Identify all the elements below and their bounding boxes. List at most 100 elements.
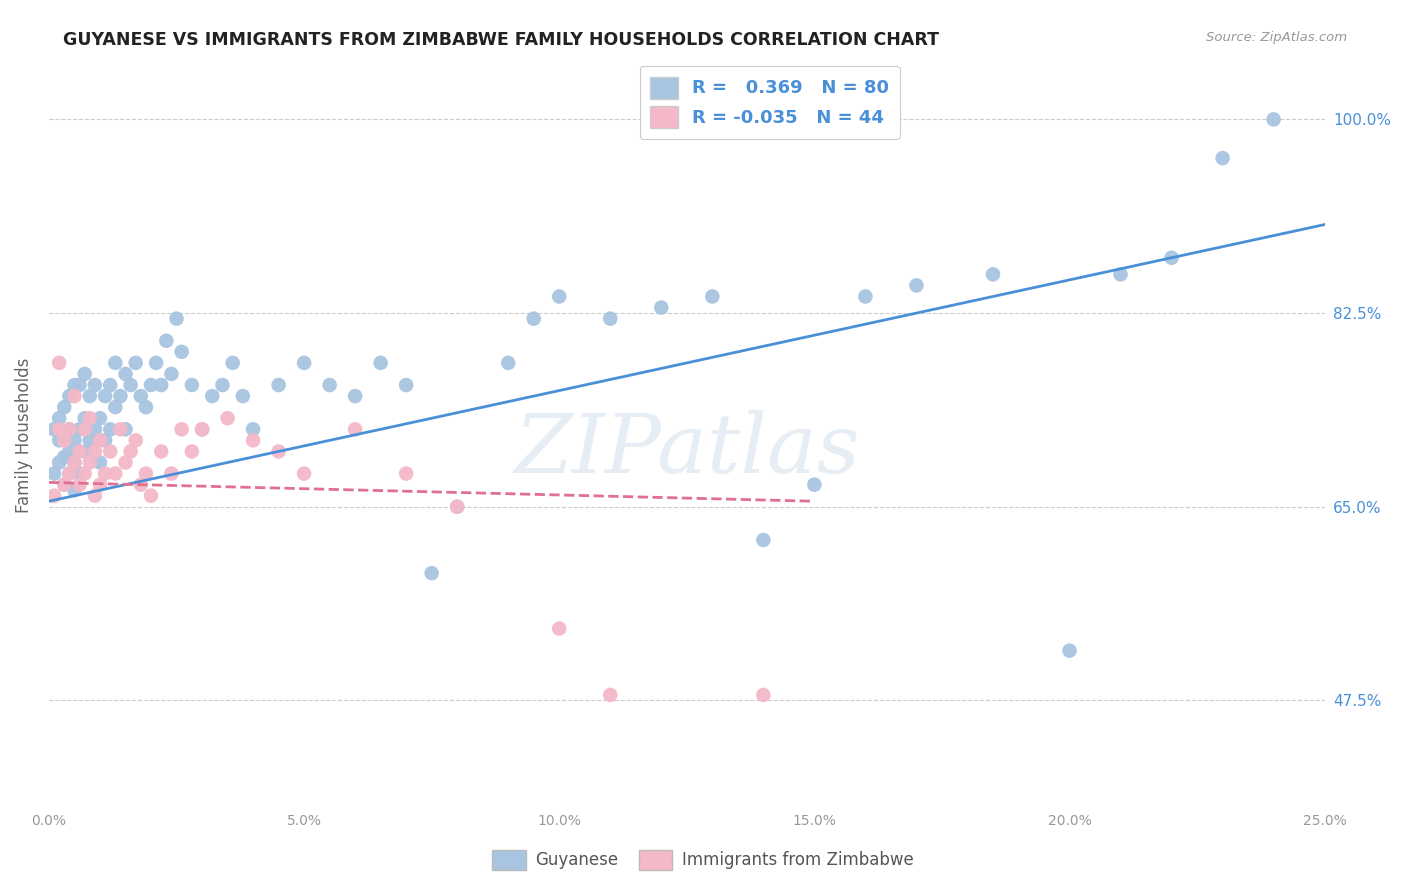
Point <box>94 389 117 403</box>
Point <box>145 356 167 370</box>
Point <box>1160 251 1182 265</box>
Point <box>446 500 468 514</box>
Point <box>125 434 148 448</box>
Point <box>79 389 101 403</box>
Point <box>53 427 76 442</box>
Point <box>114 456 136 470</box>
Point <box>129 389 152 403</box>
Legend: Guyanese, Immigrants from Zimbabwe: Guyanese, Immigrants from Zimbabwe <box>485 843 921 877</box>
Point <box>104 356 127 370</box>
Point <box>104 467 127 481</box>
Point <box>1212 151 1234 165</box>
Point <box>63 456 86 470</box>
Point <box>53 434 76 448</box>
Point <box>58 467 80 481</box>
Point <box>548 622 571 636</box>
Point <box>217 411 239 425</box>
Point <box>496 356 519 370</box>
Point <box>160 467 183 481</box>
Point <box>83 489 105 503</box>
Point <box>63 456 86 470</box>
Point <box>69 378 91 392</box>
Point <box>42 467 65 481</box>
Point <box>232 389 254 403</box>
Point <box>650 301 672 315</box>
Point <box>63 483 86 498</box>
Point <box>855 289 877 303</box>
Point <box>58 422 80 436</box>
Point <box>395 378 418 392</box>
Point <box>89 434 111 448</box>
Point <box>318 378 340 392</box>
Point <box>48 422 70 436</box>
Point <box>267 378 290 392</box>
Point <box>42 489 65 503</box>
Point <box>73 367 96 381</box>
Point <box>221 356 243 370</box>
Point <box>1109 268 1132 282</box>
Text: GUYANESE VS IMMIGRANTS FROM ZIMBABWE FAMILY HOUSEHOLDS CORRELATION CHART: GUYANESE VS IMMIGRANTS FROM ZIMBABWE FAM… <box>63 31 939 49</box>
Point <box>94 434 117 448</box>
Point <box>370 356 392 370</box>
Point <box>42 422 65 436</box>
Point <box>752 533 775 547</box>
Point <box>110 422 132 436</box>
Point <box>155 334 177 348</box>
Point <box>344 389 367 403</box>
Point <box>395 467 418 481</box>
Point <box>180 378 202 392</box>
Point <box>73 467 96 481</box>
Point <box>114 367 136 381</box>
Point <box>170 344 193 359</box>
Point <box>446 500 468 514</box>
Point <box>63 389 86 403</box>
Point <box>98 444 121 458</box>
Point <box>702 289 724 303</box>
Point <box>79 411 101 425</box>
Point <box>180 444 202 458</box>
Point <box>79 456 101 470</box>
Point <box>191 422 214 436</box>
Point <box>63 434 86 448</box>
Point <box>150 378 173 392</box>
Point <box>599 688 621 702</box>
Point <box>73 422 96 436</box>
Point <box>242 422 264 436</box>
Point <box>211 378 233 392</box>
Point <box>83 378 105 392</box>
Point <box>69 444 91 458</box>
Point <box>63 378 86 392</box>
Point <box>79 434 101 448</box>
Point <box>73 411 96 425</box>
Point <box>135 400 157 414</box>
Point <box>110 389 132 403</box>
Point <box>89 477 111 491</box>
Point <box>803 477 825 491</box>
Point <box>53 450 76 464</box>
Point <box>1059 643 1081 657</box>
Point <box>523 311 546 326</box>
Point <box>139 378 162 392</box>
Point <box>170 422 193 436</box>
Y-axis label: Family Households: Family Households <box>15 357 32 513</box>
Point <box>120 378 142 392</box>
Text: ZIPatlas: ZIPatlas <box>515 409 859 490</box>
Point <box>981 268 1004 282</box>
Point <box>53 477 76 491</box>
Point <box>166 311 188 326</box>
Point <box>89 411 111 425</box>
Point <box>48 356 70 370</box>
Point <box>69 422 91 436</box>
Point <box>83 444 105 458</box>
Point <box>58 444 80 458</box>
Point <box>1263 112 1285 127</box>
Point <box>292 467 315 481</box>
Point <box>150 444 173 458</box>
Text: Source: ZipAtlas.com: Source: ZipAtlas.com <box>1206 31 1347 45</box>
Point <box>420 566 443 581</box>
Point <box>599 311 621 326</box>
Point <box>94 467 117 481</box>
Point <box>69 467 91 481</box>
Point <box>83 422 105 436</box>
Point <box>160 367 183 381</box>
